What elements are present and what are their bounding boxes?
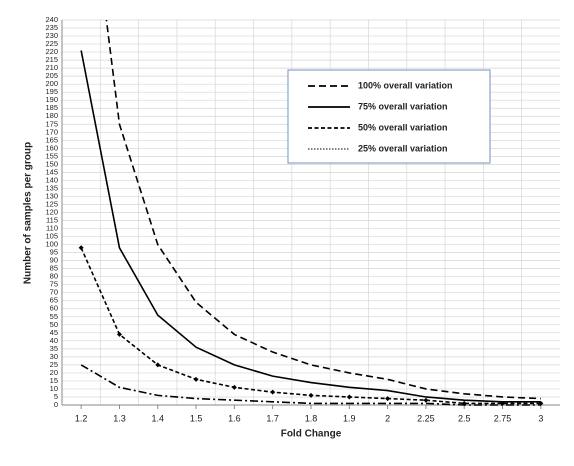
y-tick-label: 70	[50, 288, 58, 297]
point-marker	[308, 392, 314, 398]
y-tick-label: 10	[50, 384, 58, 393]
y-tick-label: 140	[45, 175, 58, 184]
x-tick-label: 2.25	[417, 413, 435, 423]
x-tick-label: 1.7	[266, 413, 279, 423]
point-marker	[78, 245, 84, 251]
y-tick-label: 75	[50, 280, 58, 289]
y-tick-label: 200	[45, 79, 58, 88]
y-tick-label: 90	[50, 256, 58, 265]
point-marker	[231, 384, 237, 390]
y-tick-label: 95	[50, 248, 58, 257]
series-line	[80, 50, 541, 403]
point-marker	[385, 396, 391, 402]
y-tick-label: 60	[50, 304, 58, 313]
y-tick-label: 155	[45, 151, 58, 160]
x-tick-label: 1.2	[75, 413, 88, 423]
y-tick-label: 65	[50, 296, 58, 305]
y-tick-label: 45	[50, 328, 58, 337]
y-tick-label: 145	[45, 167, 58, 176]
y-tick-label: 120	[45, 207, 58, 216]
y-tick-label: 80	[50, 272, 58, 281]
x-tick-label: 2.5	[458, 413, 471, 423]
legend-label: 50% overall variation	[358, 122, 448, 132]
y-tick-label: 30	[50, 352, 58, 361]
point-marker	[423, 397, 429, 403]
y-tick-label: 85	[50, 264, 58, 273]
y-tick-label: 230	[45, 31, 58, 40]
y-tick-label: 25	[50, 360, 58, 369]
point-marker	[116, 331, 122, 337]
y-tick-label: 125	[45, 199, 58, 208]
x-tick-label: 1.3	[113, 413, 126, 423]
x-tick-label: 1.6	[228, 413, 241, 423]
x-axis-title: Fold Change	[281, 429, 342, 440]
y-tick-label: 100	[45, 240, 58, 249]
y-tick-label: 40	[50, 336, 58, 345]
y-tick-label: 225	[45, 39, 58, 48]
y-tick-label: 130	[45, 191, 58, 200]
y-tick-label: 215	[45, 55, 58, 64]
y-tick-label: 55	[50, 312, 58, 321]
y-tick-label: 20	[50, 368, 58, 377]
legend-label: 100% overall variation	[358, 80, 453, 90]
series-line	[80, 364, 541, 406]
y-tick-label: 190	[45, 95, 58, 104]
y-tick-label: 160	[45, 143, 58, 152]
plot-lines	[78, 20, 544, 406]
y-tick-label: 165	[45, 135, 58, 144]
y-tick-label: 195	[45, 87, 58, 96]
series-line	[105, 20, 541, 400]
y-tick-label: 180	[45, 111, 58, 120]
y-tick-label: 110	[46, 224, 58, 233]
x-tick-label: 2	[385, 413, 390, 423]
y-tick-label: 0	[54, 400, 58, 409]
y-tick-label: 175	[45, 119, 58, 128]
y-tick-label: 240	[45, 15, 58, 24]
y-tick-label: 170	[45, 127, 58, 136]
series-line	[80, 247, 541, 405]
point-marker	[155, 362, 161, 368]
y-axis-title: Number of samples per group	[23, 142, 34, 284]
x-tick-label: 2.75	[494, 413, 512, 423]
point-marker	[270, 389, 276, 395]
y-tick-label: 185	[45, 103, 58, 112]
y-tick-label: 105	[45, 232, 58, 241]
y-tick-label: 220	[45, 47, 58, 56]
legend-label: 75% overall variation	[358, 101, 448, 111]
y-tick-label: 235	[45, 23, 58, 32]
y-tick-label: 5	[54, 392, 58, 401]
y-tick-label: 115	[46, 216, 58, 225]
y-tick-label: 135	[45, 183, 58, 192]
point-marker	[193, 376, 199, 382]
legend-label: 25% overall variation	[358, 143, 448, 153]
x-tick-label: 3	[538, 413, 543, 423]
y-tick-label: 50	[50, 320, 58, 329]
x-tick-label: 1.9	[343, 413, 356, 423]
x-tick-label: 1.5	[190, 413, 203, 423]
point-marker	[346, 394, 352, 400]
x-tick-label: 1.4	[152, 413, 165, 423]
y-tick-label: 15	[50, 376, 58, 385]
y-tick-label: 210	[45, 63, 58, 72]
y-tick-label: 205	[45, 71, 58, 80]
x-tick-label: 1.8	[305, 413, 318, 423]
y-tick-label: 150	[45, 159, 58, 168]
y-tick-label: 35	[50, 344, 58, 353]
